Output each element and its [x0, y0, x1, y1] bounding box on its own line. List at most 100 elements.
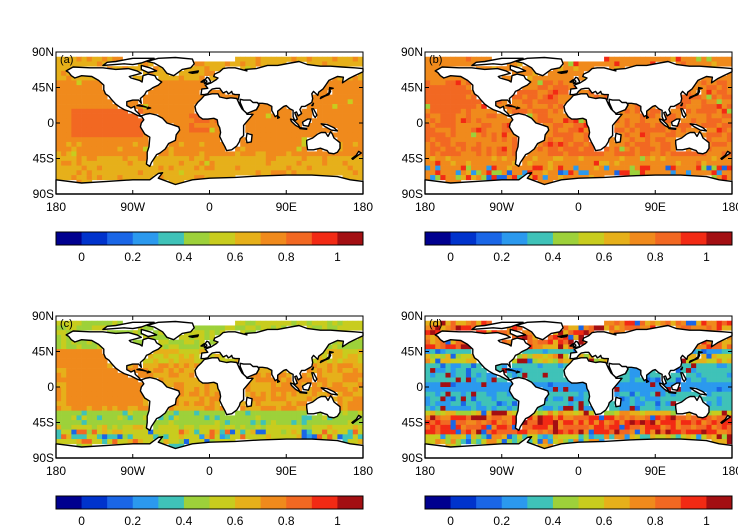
data-cell	[194, 137, 200, 143]
data-cell	[481, 113, 487, 119]
data-cell	[481, 123, 487, 129]
data-cell	[491, 165, 497, 171]
data-cell	[445, 368, 451, 374]
data-cell	[496, 141, 503, 148]
data-cell	[281, 420, 287, 426]
data-cell	[496, 415, 503, 421]
data-cell	[588, 424, 595, 430]
data-cell	[352, 146, 359, 152]
data-cell	[471, 439, 477, 445]
data-cell	[142, 165, 149, 171]
data-cell	[107, 146, 113, 152]
data-cell	[701, 85, 707, 91]
data-cell	[542, 85, 549, 91]
data-cell	[306, 372, 313, 378]
data-cell	[440, 401, 446, 407]
data-cell	[547, 146, 554, 152]
data-cell	[455, 325, 462, 331]
data-cell	[178, 429, 185, 435]
data-cell	[199, 85, 205, 91]
data-cell	[604, 56, 610, 62]
data-cell	[291, 424, 297, 430]
data-cell	[476, 141, 482, 148]
data-cell	[342, 165, 348, 171]
data-cell	[240, 405, 246, 412]
data-cell	[440, 132, 446, 138]
data-cell	[189, 353, 195, 359]
data-cell	[158, 415, 164, 421]
data-cell	[276, 382, 282, 388]
data-cell	[332, 363, 338, 369]
data-cell	[183, 113, 190, 119]
data-cell	[316, 391, 323, 397]
data-cell	[568, 344, 574, 350]
data-cell	[81, 344, 88, 350]
data-cell	[511, 94, 518, 100]
data-cell	[721, 132, 728, 138]
data-cell	[665, 320, 671, 326]
data-cell	[655, 387, 661, 393]
data-cell	[568, 405, 574, 412]
data-cell	[537, 75, 544, 81]
data-cell	[61, 127, 67, 133]
data-cell	[178, 439, 185, 445]
data-cell	[276, 424, 282, 430]
data-cell	[680, 387, 687, 393]
data-cell	[183, 75, 190, 81]
data-cell	[435, 434, 441, 440]
data-cell	[542, 108, 549, 114]
data-cell	[547, 415, 554, 421]
data-cell	[547, 434, 554, 440]
data-cell	[281, 137, 287, 143]
data-cell	[655, 146, 661, 152]
data-cell	[153, 372, 159, 378]
data-cell	[430, 70, 436, 77]
data-cell	[650, 391, 656, 397]
data-cell	[430, 165, 436, 171]
data-cell	[337, 339, 343, 345]
data-cell	[342, 401, 348, 407]
data-cell	[532, 353, 538, 359]
data-cell	[445, 434, 451, 440]
data-cell	[86, 118, 93, 124]
data-cell	[342, 108, 348, 114]
data-cell	[255, 61, 262, 67]
data-cell	[716, 80, 723, 86]
data-cell	[322, 349, 328, 355]
data-cell	[86, 372, 93, 378]
data-cell	[701, 353, 707, 359]
data-cell	[311, 434, 318, 440]
data-cell	[276, 118, 282, 124]
colorbar-swatch	[81, 232, 108, 245]
data-cell	[568, 127, 574, 133]
data-cell	[235, 61, 241, 67]
data-cell	[532, 165, 538, 171]
data-cell	[56, 61, 62, 67]
data-cell	[665, 377, 671, 383]
data-cell	[270, 410, 277, 416]
data-cell	[91, 146, 98, 152]
data-cell	[701, 349, 707, 355]
data-cell	[352, 391, 359, 397]
data-cell	[327, 358, 333, 364]
data-cell	[76, 429, 82, 435]
data-cell	[199, 429, 205, 435]
data-cell	[501, 405, 508, 412]
data-cell	[440, 137, 446, 143]
data-cell	[486, 127, 492, 133]
data-cell	[204, 141, 210, 148]
coastline	[646, 379, 650, 383]
data-cell	[250, 165, 256, 171]
data-cell	[327, 127, 333, 133]
data-cell	[183, 127, 190, 133]
data-cell	[117, 123, 123, 129]
data-cell	[629, 113, 636, 119]
data-cell	[542, 420, 549, 426]
data-cell	[660, 127, 666, 133]
data-cell	[322, 108, 328, 114]
data-cell	[721, 344, 728, 350]
data-cell	[624, 141, 631, 148]
data-cell	[527, 420, 533, 426]
data-cell	[726, 439, 733, 445]
data-cell	[199, 344, 205, 350]
